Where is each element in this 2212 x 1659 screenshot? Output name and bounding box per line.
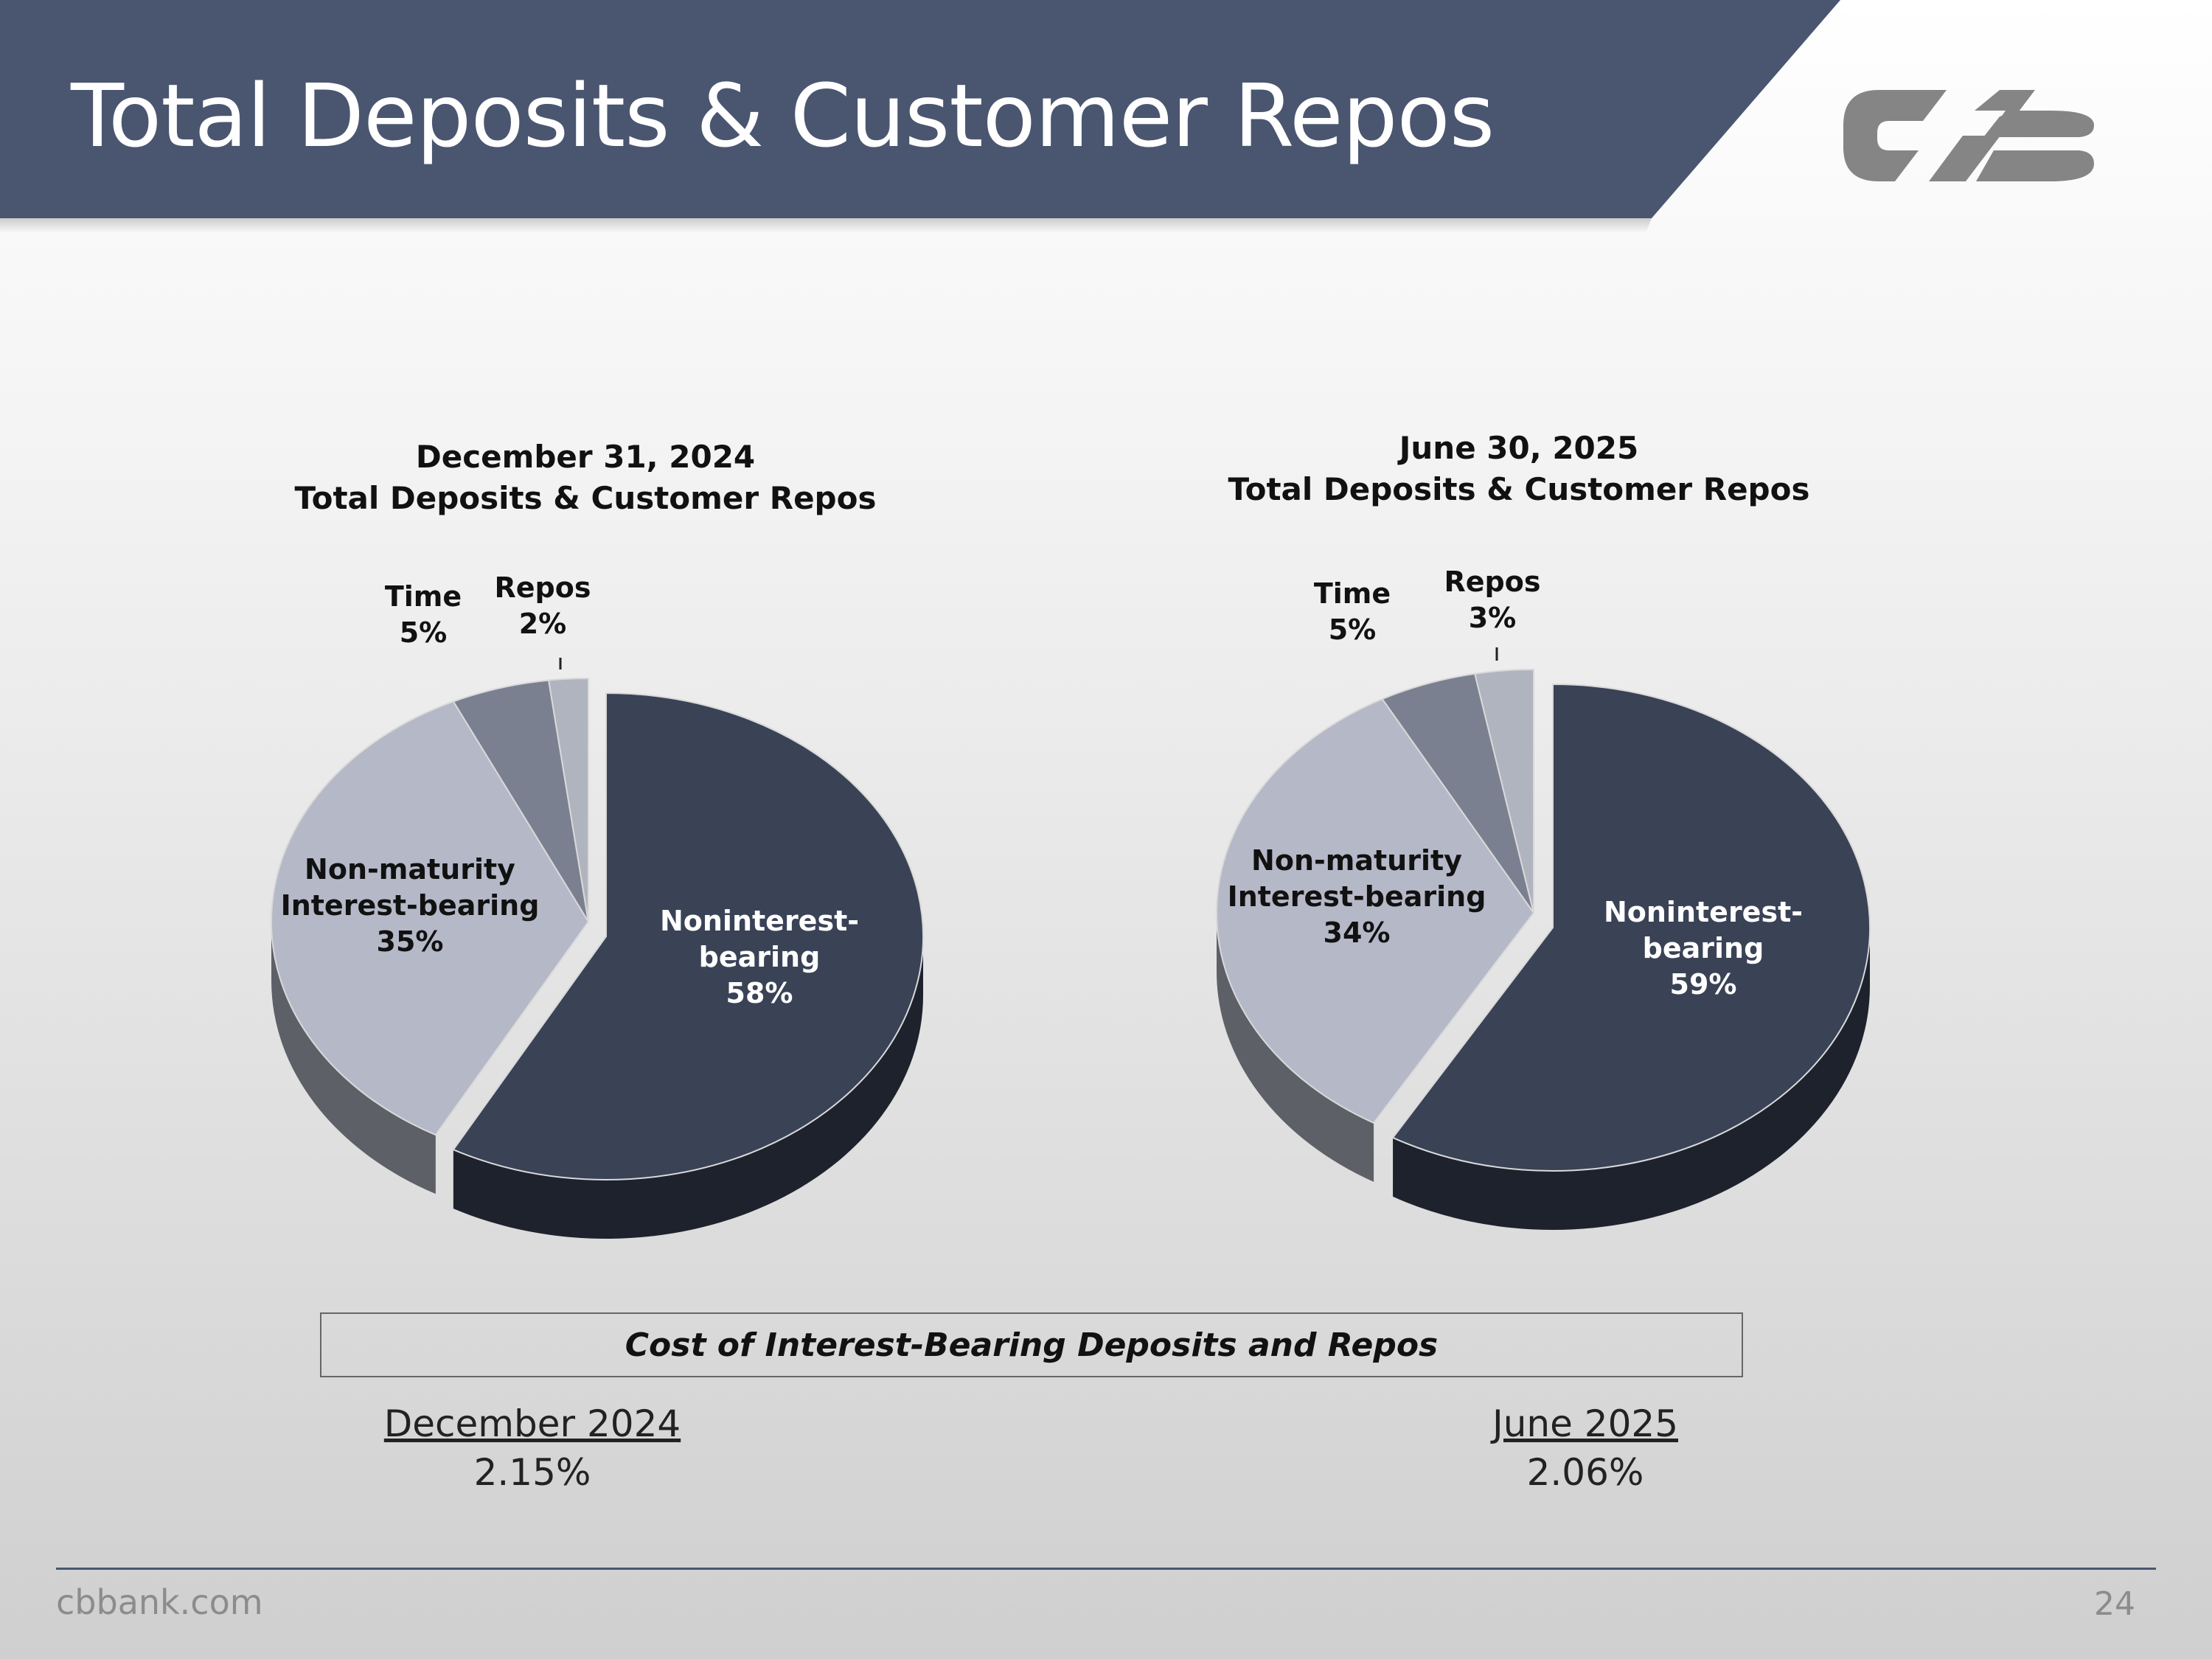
pie-0-slice-noninterest [452, 692, 924, 1180]
period-jun-2025-label: June 2025 [1492, 1402, 1679, 1445]
pie-1-label-repos: Repos 3% [1444, 566, 1541, 634]
pie-title-dec-2024: December 31, 2024 Total Deposits & Custo… [254, 437, 917, 519]
title-banner [0, 0, 1840, 233]
pie-1-side-noninterest [1393, 684, 1871, 1231]
pie-0-label-noninterest: Noninterest-bearing 58% [660, 905, 859, 1009]
period-dec-2024-value: 2.15% [473, 1451, 591, 1494]
pie-title-jun-2025-line2: Total Deposits & Customer Repos [1228, 471, 1810, 507]
pie-0-side-non_maturity [271, 922, 436, 1194]
pie-0-side-noninterest [453, 693, 923, 1239]
pie-title-dec-2024-line2: Total Deposits & Customer Repos [294, 480, 877, 516]
pie-1-label-non_maturity: Non-maturity Interest-bearing 34% [1228, 844, 1486, 949]
period-dec-2024-label: December 2024 [383, 1402, 681, 1445]
period-jun-2025-value: 2.06% [1526, 1451, 1644, 1494]
pie-title-jun-2025: June 30, 2025 Total Deposits & Customer … [1187, 428, 1851, 510]
pie-1-label-time: Time 5% [1314, 577, 1391, 646]
slide-title: Total Deposits & Customer Repos [71, 65, 1495, 167]
cost-title-box: Cost of Interest-Bearing Deposits and Re… [320, 1312, 1743, 1377]
pie-0-label-non_maturity: Non-maturity Interest-bearing 35% [281, 853, 540, 958]
footer-rule [56, 1568, 2156, 1570]
pie-0-slice-repos [547, 677, 589, 922]
pie-chart-0: Noninterest-bearing 58% Non-maturity Intere… [271, 571, 924, 1239]
page-number: 24 [2094, 1585, 2135, 1623]
cost-title: Cost of Interest-Bearing Deposits and Re… [625, 1326, 1439, 1364]
footer-url: cbbank.com [56, 1582, 263, 1622]
pie-0-slice-non_maturity [271, 700, 590, 1136]
pie-title-dec-2024-line1: December 31, 2024 [415, 439, 756, 475]
period-jun-2025: June 2025 2.06% [1327, 1399, 1843, 1497]
pie-1-label-noninterest: Noninterest-bearing 59% [1604, 896, 1803, 1001]
pie-1-slice-non_maturity [1216, 698, 1535, 1124]
pie-1-slice-repos [1473, 668, 1534, 914]
pie-0-label-repos: Repos 2% [495, 571, 591, 640]
pie-chart-1: Noninterest-bearing 59% Non-maturity Intere… [1216, 566, 1871, 1231]
pie-1-slice-noninterest [1391, 683, 1871, 1172]
cvb-logo [1843, 90, 2094, 181]
period-dec-2024: December 2024 2.15% [274, 1399, 790, 1497]
pie-0-label-time: Time 5% [385, 580, 462, 649]
pie-title-jun-2025-line1: June 30, 2025 [1399, 430, 1639, 466]
pie-1-side-non_maturity [1216, 913, 1374, 1182]
